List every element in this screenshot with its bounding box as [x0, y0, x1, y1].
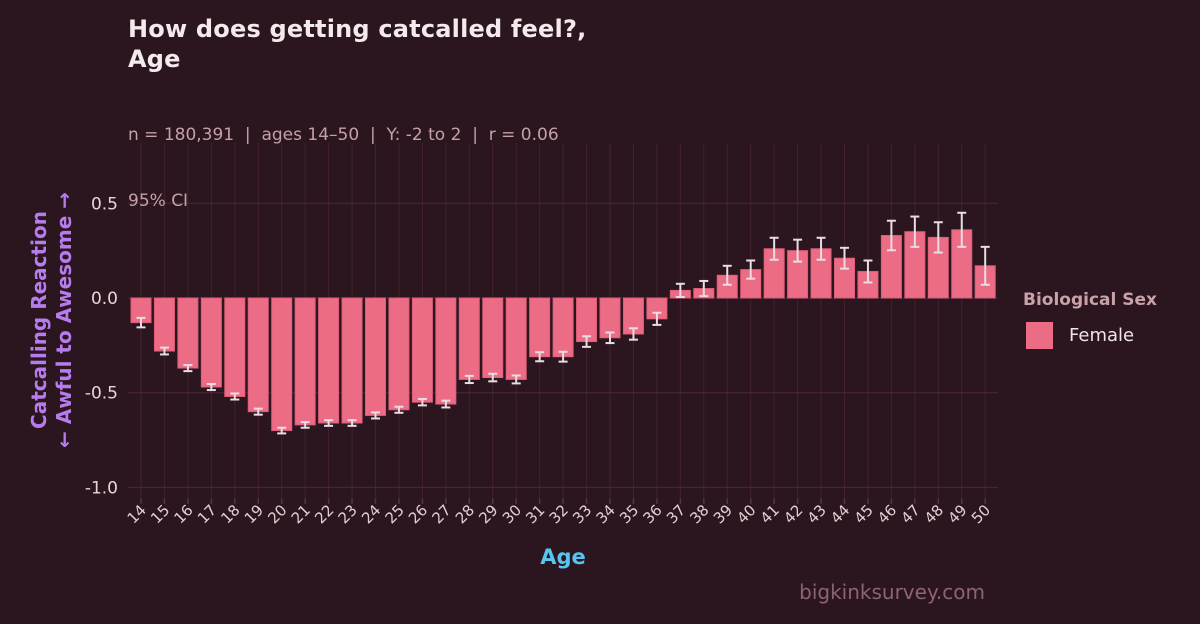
chart-subtitle: n = 180,391 | ages 14–50 | Y: -2 to 2 | …	[128, 80, 559, 256]
x-tick-label: 29	[475, 501, 501, 527]
bar	[153, 297, 175, 352]
x-tick-label: 39	[710, 501, 736, 527]
x-tick-label: 34	[593, 501, 619, 527]
y-tick-label: 0.0	[91, 289, 118, 309]
bar	[200, 297, 222, 388]
x-tick-label: 28	[452, 501, 478, 527]
x-tick-label: 21	[288, 501, 314, 527]
x-tick-label: 20	[264, 501, 290, 527]
x-tick-label: 17	[194, 501, 220, 527]
chart-title-line1: How does getting catcalled feel?,	[128, 15, 587, 43]
bar	[552, 297, 574, 358]
x-tick-label: 25	[382, 501, 408, 527]
bar	[435, 297, 457, 405]
legend-label-female: Female	[1069, 325, 1135, 346]
y-tick-label: -0.5	[85, 384, 118, 404]
watermark: bigkinksurvey.com	[799, 580, 985, 604]
x-tick-label: 18	[217, 501, 243, 527]
bar	[341, 297, 363, 424]
x-tick-label: 22	[311, 501, 337, 527]
bar	[458, 297, 480, 380]
x-tick-label: 24	[358, 501, 384, 527]
bar	[365, 297, 386, 416]
bar	[177, 297, 199, 369]
x-tick-label: 15	[147, 501, 173, 527]
x-tick-label: 37	[663, 501, 689, 527]
bar	[294, 297, 316, 426]
bar	[411, 297, 433, 403]
x-tick-label: 46	[874, 501, 900, 527]
legend-item-female: Female	[1023, 322, 1157, 349]
bar	[388, 297, 410, 411]
bar	[318, 297, 340, 424]
y-tick-label: -1.0	[85, 478, 118, 498]
chart-title: How does getting catcalled feel?, Age	[128, 14, 586, 74]
x-tick-label: 48	[921, 501, 947, 527]
y-axis-title-line2: ← Awful to Awesome →	[52, 192, 76, 448]
bar	[247, 297, 269, 413]
x-tick-label: 50	[968, 501, 994, 527]
x-tick-label: 26	[405, 501, 431, 527]
legend-swatch-female	[1026, 322, 1053, 349]
x-axis-title: Age	[540, 545, 586, 569]
x-tick-label: 16	[170, 501, 196, 527]
y-axis-title: Catcalling Reaction ← Awful to Awesome →	[27, 192, 77, 448]
x-tick-label: 49	[944, 501, 970, 527]
y-axis-title-line1: Catcalling Reaction	[27, 211, 51, 429]
x-tick-label: 44	[827, 501, 853, 527]
bar	[482, 297, 504, 379]
x-tick-label: 14	[124, 501, 150, 527]
bar	[505, 297, 527, 380]
x-tick-label: 35	[616, 501, 642, 527]
x-tick-label: 31	[522, 501, 548, 527]
x-tick-label: 33	[569, 501, 595, 527]
x-tick-label: 19	[241, 501, 267, 527]
x-tick-label: 42	[780, 501, 806, 527]
x-tick-label: 38	[686, 501, 712, 527]
bar	[271, 297, 293, 432]
chart-subtitle-ci: 95% CI	[128, 191, 189, 211]
legend-title: Biological Sex	[1023, 290, 1157, 310]
chart-title-line2: Age	[128, 45, 181, 73]
bar	[529, 297, 551, 358]
bar	[576, 297, 598, 343]
x-tick-label: 47	[897, 501, 923, 527]
y-tick-label: 0.5	[91, 194, 118, 214]
x-tick-label: 23	[335, 501, 361, 527]
x-tick-label: 45	[851, 501, 877, 527]
x-tick-label: 32	[546, 501, 572, 527]
x-tick-label: 41	[757, 501, 783, 527]
x-tick-label: 40	[733, 501, 759, 527]
x-tick-label: 36	[639, 501, 665, 527]
x-tick-label: 27	[428, 501, 454, 527]
chart-subtitle-stats: n = 180,391 | ages 14–50 | Y: -2 to 2 | …	[128, 125, 559, 145]
x-tick-label: 43	[804, 501, 830, 527]
legend: Biological Sex Female	[1023, 290, 1157, 349]
x-tick-label: 30	[499, 501, 525, 527]
bar	[224, 297, 246, 397]
